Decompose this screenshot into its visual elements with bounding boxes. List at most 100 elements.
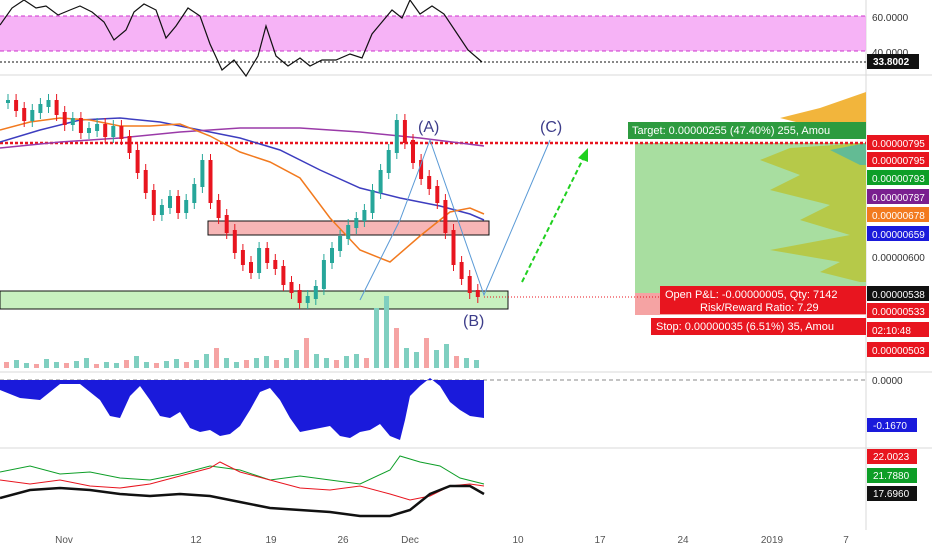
volume-bar (304, 338, 309, 368)
volume-bar (124, 360, 129, 368)
volume-bar (14, 360, 19, 368)
volume-bar (414, 352, 419, 368)
price-axis: 0.00000795 0.00000795 0.00000793 0.00000787… (867, 135, 929, 357)
candle-body (78, 118, 83, 133)
volume-bar (204, 354, 209, 368)
price-label: 0.00000795 (872, 156, 925, 167)
volume-bar (364, 358, 369, 368)
volume-bar (114, 363, 119, 368)
rsi-panel: 60.0000 40.0000 33.8002 (0, 0, 919, 78)
price-label-bg (867, 286, 929, 301)
wave-label-b: (B) (463, 313, 484, 330)
price-label: 0.00000678 (872, 211, 925, 222)
candle-body (224, 215, 229, 233)
candle-body (54, 100, 59, 115)
candle-body (184, 200, 189, 213)
candle-body (30, 110, 35, 121)
candle-body (475, 290, 480, 297)
volume-bar (164, 361, 169, 368)
candle-body (232, 230, 237, 253)
price-label: 0.00000659 (872, 230, 925, 241)
volume-bar (84, 358, 89, 368)
candle-body (159, 205, 164, 215)
volume-bar (324, 358, 329, 368)
price-label: 0.00000538 (872, 290, 925, 301)
time-tick-label: Nov (55, 535, 73, 546)
candle-body (467, 276, 472, 293)
wave-label-a: (A) (418, 119, 439, 136)
price-label: 0.00000533 (872, 307, 925, 318)
volume-bar (374, 308, 379, 368)
candle-body (216, 200, 221, 218)
volume-bar (354, 354, 359, 368)
volume-bar (94, 364, 99, 368)
candle-body (62, 112, 67, 125)
volume-bar (454, 356, 459, 368)
candle-body (87, 128, 91, 133)
candle-body (38, 104, 43, 113)
candle-body (208, 160, 213, 203)
volume-bar (4, 362, 9, 368)
volume-bar (434, 350, 439, 368)
volume-bar (194, 360, 199, 368)
candle-body (265, 248, 270, 263)
candle-body (305, 296, 310, 303)
price-label: 0.00000795 (872, 139, 925, 150)
volume-bar (384, 296, 389, 368)
candle-body (338, 236, 343, 251)
candle-body (135, 150, 140, 173)
volume-bar (184, 362, 189, 368)
time-tick-label: 26 (337, 535, 349, 546)
rsi-current-value: 33.8002 (873, 57, 910, 68)
candle-body (127, 136, 132, 153)
dmi-minus-line (0, 461, 485, 501)
candle-body (119, 126, 124, 139)
volume-bar (464, 358, 469, 368)
candle-body (111, 126, 116, 137)
volume-bar (404, 348, 409, 368)
volume-bar (394, 328, 399, 368)
candle-body (257, 248, 262, 273)
dmi-minus-value: 22.0023 (873, 452, 910, 463)
time-tick-label: Dec (401, 535, 419, 546)
wave-label-c: (C) (540, 119, 562, 136)
rsi-tick-60: 60.0000 (872, 13, 909, 24)
volume-bar (214, 348, 219, 368)
oscillator-current-value: -0.1670 (873, 421, 907, 432)
projection-arrowhead (578, 148, 588, 162)
rsi-tick-40: 40.0000 (872, 48, 909, 59)
candle-body (394, 120, 399, 153)
volume-bar (444, 344, 449, 368)
volume-bar (24, 363, 29, 368)
volume-bar (424, 338, 429, 368)
candlestick-series (6, 94, 480, 309)
price-label-bg (867, 189, 929, 204)
dmi-panel: 22.0023 21.7880 17.6960 (0, 449, 917, 518)
projection-arrow (521, 154, 586, 283)
candle-body (22, 108, 27, 121)
adx-badge (867, 486, 917, 501)
ma-purple (0, 127, 485, 149)
price-label: 0.00000600 (872, 253, 925, 264)
candle-body (143, 170, 148, 193)
candle-body (192, 184, 197, 203)
volume-bar (144, 362, 149, 368)
candle-body (313, 286, 318, 299)
volume-bar (284, 358, 289, 368)
candle-body (370, 190, 375, 213)
candle-body (14, 100, 19, 111)
candle-body (151, 190, 156, 215)
volume-bar (244, 360, 249, 368)
volume-bar (264, 356, 269, 368)
price-label: 0.00000787 (872, 193, 925, 204)
volume-bar (154, 363, 159, 368)
time-tick-label: 19 (265, 535, 277, 546)
pl-label-bg (660, 286, 866, 314)
candle-body (176, 196, 181, 213)
candle-body (402, 120, 407, 143)
time-tick-label: 12 (190, 535, 202, 546)
time-tick-label: 10 (512, 535, 524, 546)
candle-body (321, 260, 326, 289)
